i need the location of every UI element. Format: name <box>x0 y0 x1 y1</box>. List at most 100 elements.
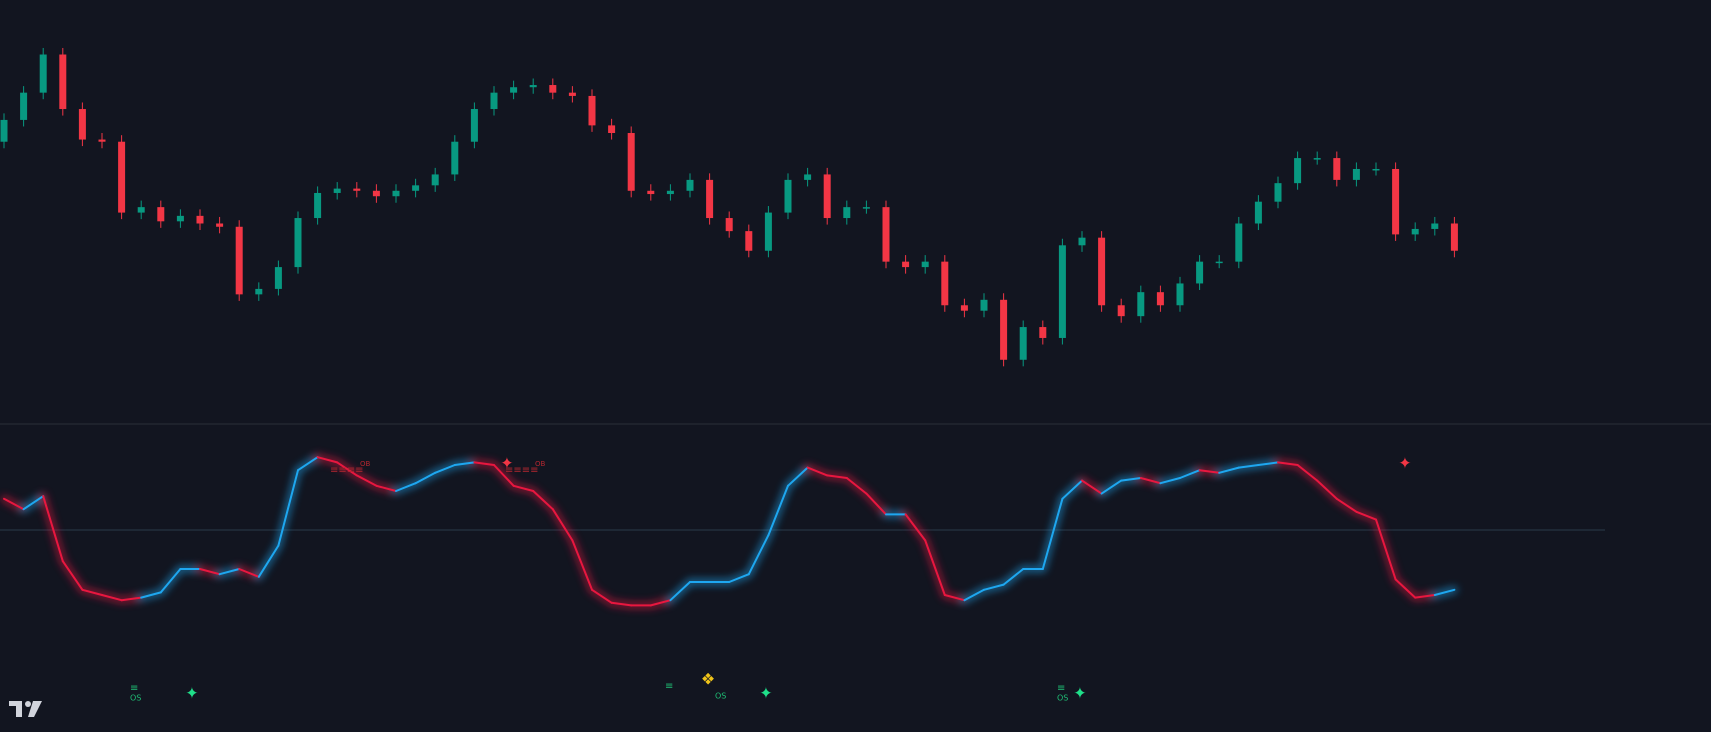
candle-body <box>686 179 694 191</box>
candle-body <box>1039 327 1047 338</box>
candle-body <box>588 95 596 126</box>
candle-body <box>1000 299 1008 360</box>
candle-body <box>882 207 890 262</box>
oscillator-segment <box>218 568 241 576</box>
oscillator-segment <box>512 484 535 492</box>
os-label: OS <box>715 692 726 701</box>
oscillator-segment <box>826 474 848 479</box>
candle-body <box>549 85 557 93</box>
candle-body <box>1058 245 1066 338</box>
stack-marker: ≡ <box>1057 683 1065 694</box>
candle-body <box>1156 292 1164 306</box>
oscillator-segment <box>3 497 25 511</box>
candle-body <box>823 174 831 219</box>
candle-body <box>1196 261 1204 284</box>
candle-body <box>1274 183 1282 202</box>
candle-body <box>725 218 733 232</box>
candle-body <box>274 267 282 289</box>
candle-body <box>1333 158 1341 180</box>
candle-body <box>1450 223 1458 251</box>
oscillator-segment <box>1198 469 1221 474</box>
oscillator-segment <box>257 544 280 578</box>
candle-body <box>1431 223 1439 229</box>
candle-body <box>804 174 812 180</box>
candle-body <box>1411 228 1419 235</box>
candle-body <box>372 190 380 197</box>
oscillator-segment <box>571 539 593 591</box>
candle-body <box>784 179 792 213</box>
candle-body <box>118 141 126 213</box>
candle-body <box>568 92 576 96</box>
oscillator-segment <box>1237 464 1260 469</box>
oscillator-segment <box>434 464 456 474</box>
oscillator-segment <box>963 588 985 602</box>
oscillator-segment <box>1296 464 1319 482</box>
candle-body <box>59 54 67 110</box>
candle-body <box>921 261 929 268</box>
oscillator-segment <box>610 601 633 607</box>
candle-body <box>333 188 341 193</box>
oscillator-segment <box>42 495 64 563</box>
oscillator-segment <box>101 594 123 602</box>
candle-body <box>1254 201 1262 224</box>
oscillator-segment <box>1257 461 1279 466</box>
oscillator-segment <box>159 568 182 594</box>
oscillator-segment <box>453 461 476 466</box>
oscillator-segment <box>943 594 966 602</box>
candle-body <box>862 207 870 209</box>
ob-label: OB <box>535 460 546 468</box>
candle-body <box>235 226 243 295</box>
signal-star: ✦ <box>185 684 198 703</box>
stack-marker: ≡≡≡≡ <box>505 465 539 476</box>
candle-body <box>196 215 204 224</box>
oscillator-segment <box>551 508 574 542</box>
oscillator-segment <box>61 560 84 591</box>
oscillator-segment <box>924 539 946 596</box>
candle-body <box>314 192 322 219</box>
candle-body <box>843 207 851 219</box>
candle-body <box>902 261 910 268</box>
oscillator-segment <box>199 568 221 576</box>
oscillator-segment <box>747 534 770 576</box>
oscillator-segment <box>649 599 672 607</box>
oscillator-segment <box>1139 477 1162 485</box>
candle-body <box>39 54 47 93</box>
oscillator-segment <box>1355 510 1377 521</box>
candle-body <box>1372 168 1380 171</box>
oscillator-segment <box>277 469 299 547</box>
candle-body <box>1313 158 1321 160</box>
candle-body <box>353 188 361 191</box>
candle-body <box>98 139 106 142</box>
candle-body <box>157 207 165 222</box>
oscillator-segment <box>238 568 260 578</box>
candle-body <box>745 231 753 251</box>
oscillator-segment <box>767 484 789 537</box>
candle-body <box>608 125 616 134</box>
candle-body <box>960 305 968 311</box>
candle-body <box>490 92 498 110</box>
candle-body <box>941 261 949 306</box>
oscillator-segment <box>865 492 887 516</box>
os-label: OS <box>1057 694 1068 703</box>
oscillator-segment <box>904 513 927 542</box>
candle-body <box>255 288 263 295</box>
candle-body <box>1176 283 1184 306</box>
oscillator-segment <box>1218 466 1240 474</box>
oscillator-segment <box>140 591 162 599</box>
candle-body <box>666 190 674 195</box>
candle-body <box>980 299 988 311</box>
candle-body <box>451 141 459 175</box>
oscillator-segment <box>1394 578 1417 599</box>
oscillator-segment <box>414 471 437 485</box>
oscillator-segment <box>120 596 143 602</box>
oscillator-segment <box>1061 479 1083 500</box>
candle-body <box>1078 237 1086 246</box>
stack-marker: ≡≡≡≡ <box>330 465 364 476</box>
signal-star: ✦ <box>500 454 513 473</box>
candle-body <box>431 174 439 186</box>
oscillator-segment <box>473 461 495 466</box>
os-label: OS <box>130 694 141 703</box>
oscillator-segment <box>1120 477 1142 482</box>
candle-body <box>1235 223 1243 262</box>
